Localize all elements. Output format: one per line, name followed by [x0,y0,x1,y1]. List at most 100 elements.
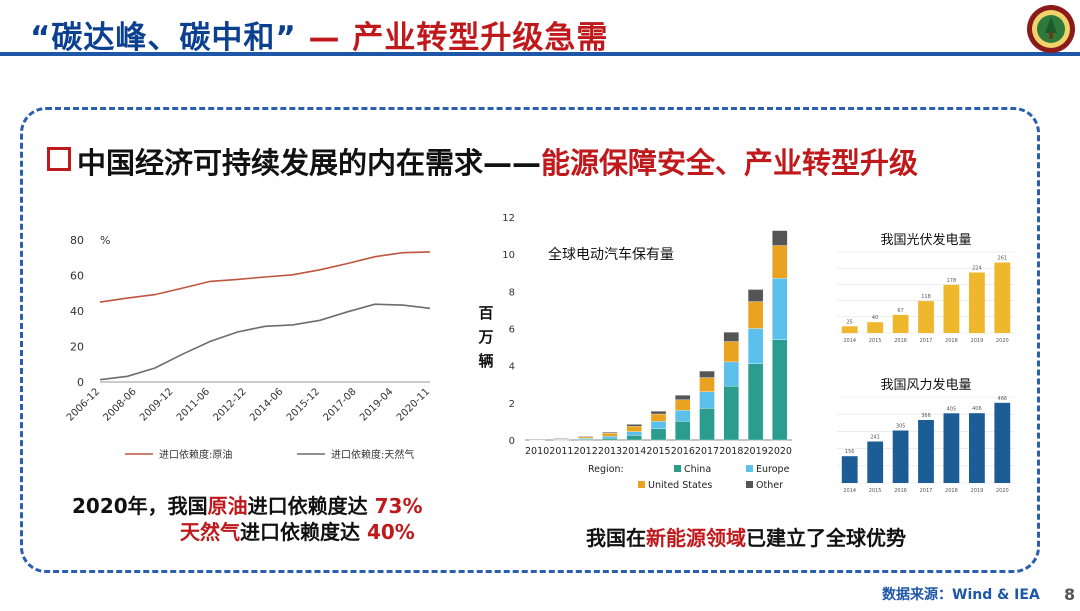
x-tick-label: 2012-12 [211,386,248,423]
caption-text: 进口依赖度达 [247,494,368,518]
x-tick-label: 2020 [768,446,792,457]
title-underline [0,52,1080,56]
x-tick-label: 2014 [622,446,646,457]
x-tick-label: 2019 [971,488,984,494]
bar [994,402,1011,483]
data-label: 261 [998,256,1008,262]
chart-title: 我国光伏发电量 [880,232,971,248]
legend-swatch [746,465,753,472]
bar [918,420,934,483]
x-tick-label: 2017 [695,446,719,457]
gas-dependency-line [99,303,431,381]
ev-bar-europe [772,278,788,340]
y-tick-label: 60 [70,270,84,283]
ev-bar-other [772,230,788,246]
ev-bar-china [626,435,642,441]
y-axis-unit: % [100,234,110,247]
pv-generation-chart: 我国光伏发电量 25 2014 40 2015 67 2016 118 2017 178 2018 2… [837,232,1015,344]
ev-bar-united-states [747,301,764,329]
ev-bar-europe [602,436,618,439]
page-number: 8 [1064,585,1076,604]
ev-bar-united-states [699,377,715,392]
caption-text: 已建立了全球优势 [746,526,906,550]
data-label: 178 [947,278,957,284]
ev-bar-united-states [626,426,642,432]
bar [943,284,960,333]
data-label: 25 [847,319,853,325]
x-tick-label: 2011 [549,446,573,457]
x-tick-label: 2019 [971,338,984,344]
x-tick-label: 2008-06 [101,386,138,423]
legend-swatch [638,481,645,488]
x-tick-label: 2015-12 [285,386,322,423]
y-tick-label: 0 [77,376,84,389]
x-tick-label: 2011-06 [175,386,212,423]
caption-oil: 原油 [207,494,248,518]
ev-bar-china [650,428,667,441]
heading-black-part: 中国经济可持续发展的内在需求—— [77,146,542,180]
bar [918,301,934,333]
bar [841,456,858,483]
ev-bar-china [675,421,691,441]
x-tick-label: 2015 [869,338,882,344]
title-rest: 产业转型升级急需 [352,20,609,56]
oil-dependency-line [99,251,431,303]
bar [969,413,985,483]
ev-bar-united-states [772,245,788,279]
bar [943,413,960,483]
x-tick-label: 2014 [843,488,856,494]
ev-bar-europe [747,328,764,364]
data-label: 156 [845,449,855,455]
caption-text: 进口依赖度达 [240,520,360,544]
y-axis-label: 辆 [478,352,493,370]
x-tick-label: 2016 [894,488,907,494]
data-label: 118 [921,294,931,300]
chart-title: 全球电动汽车保有量 [548,246,674,263]
bar [892,314,909,333]
gas-dependency-caption: 天然气进口依赖度达 40% [180,516,415,545]
x-tick-label: 2016 [894,338,907,344]
data-source: 数据来源：Wind & IEA [882,587,1040,603]
ev-bar-united-states [723,341,739,363]
ev-bar-china [772,339,788,441]
legend-label: Other [756,480,783,491]
data-label: 466 [998,396,1008,402]
y-tick-label: 20 [70,341,84,354]
x-tick-label: 2014 [843,338,856,344]
slide-title: “碳达峰、碳中和” — 产业转型升级急需 [30,12,608,57]
caption-oil-value: 73% [374,494,423,518]
ev-bar-china [578,438,594,441]
x-tick-label: 2006-12 [65,386,102,423]
y-tick-label: 10 [502,250,515,261]
x-tick-label: 2013 [598,446,622,457]
x-tick-label: 2020-11 [395,386,432,423]
ev-bar-china [723,385,739,441]
data-label: 305 [896,424,906,430]
y-tick-label: 8 [509,287,515,298]
ev-bar-other [699,370,715,378]
data-label: 406 [972,406,982,412]
title-quote: “碳达峰、碳中和” [30,20,297,56]
x-tick-label: 2020 [996,338,1009,344]
x-tick-label: 2018 [945,338,958,344]
data-label: 405 [947,406,957,412]
ev-bar-other [675,395,691,400]
ev-bar-europe [626,431,642,436]
heading-red-part: 能源保障安全、产业转型升级 [541,146,919,180]
ev-bar-other [578,436,594,438]
caption-text: 2020年，我国 [72,494,208,518]
ev-bar-other [747,289,764,302]
y-tick-label: 4 [509,362,515,373]
section-heading: 中国经济可持续发展的内在需求——能源保障安全、产业转型升级 [47,140,918,182]
ev-bar-other [602,432,618,434]
caption-gas-value: 40% [366,520,415,544]
y-tick-label: 80 [70,234,84,247]
data-label: 67 [897,308,903,314]
x-tick-label: 2017-08 [321,386,358,423]
legend-label: 进口依赖度:原油 [159,448,232,461]
checkbox-square-icon [47,147,71,171]
chart-title: 我国风力发电量 [880,377,971,393]
bar [841,326,858,334]
x-tick-label: 2019 [744,446,768,457]
